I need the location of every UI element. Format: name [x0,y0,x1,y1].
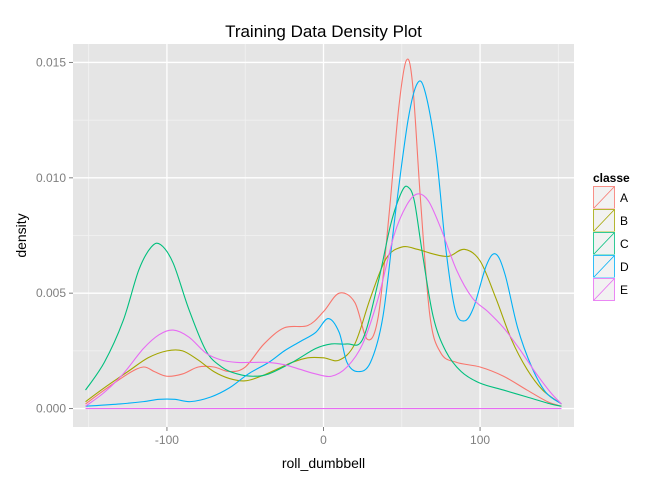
x-tick-label: 0 [320,433,327,447]
x-tick-label: 100 [470,433,490,447]
legend-key-slash-C [593,232,615,255]
legend-key-slash-A [593,186,615,209]
legend-key-slash-D [593,255,615,278]
y-tick-label: 0.010 [36,171,66,185]
legend-title: classe [593,171,630,185]
x-axis-label: roll_dumbbell [282,455,365,471]
y-axis-label: density [13,213,29,257]
legend-label-D: D [620,260,629,274]
density-line-E [85,193,562,407]
y-tick-label: 0.005 [36,286,66,300]
series-layer [85,58,562,410]
axis-ticks [69,61,481,431]
y-tick-label: 0.000 [36,402,66,416]
density-line-A [85,58,562,407]
axis-labels: -100 0 100 0.000 0.005 0.010 0.015 [36,55,490,447]
legend-key-slash-B [593,209,615,232]
legend-label-A: A [620,191,628,205]
density-line-C [85,185,562,407]
legend-key-slash-E [593,278,615,301]
density-line-D [85,80,562,407]
density-line-B [85,246,562,405]
legend-label-E: E [620,283,628,297]
chart-title: Training Data Density Plot [225,22,422,41]
x-tick-label: -100 [155,433,179,447]
y-tick-label: 0.015 [36,55,66,69]
legend-label-C: C [620,237,629,251]
legend-label-B: B [620,214,628,228]
legend-key-border-E [593,278,615,301]
